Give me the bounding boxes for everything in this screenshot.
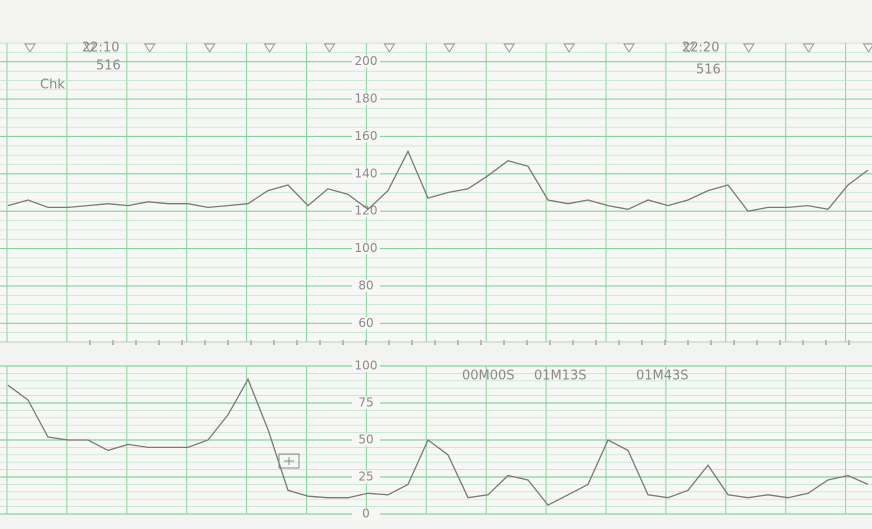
y-tick-label: 180 xyxy=(355,92,378,106)
annotation: 22:20 xyxy=(682,41,719,56)
annotation: 22:10 xyxy=(82,41,119,56)
y-tick-label: 25 xyxy=(358,470,373,484)
y-tick-label: 140 xyxy=(355,166,378,180)
annotation: 516 xyxy=(696,63,721,78)
y-tick-label: 60 xyxy=(358,316,373,330)
annotation: 01M43S xyxy=(636,369,689,384)
annotation: 516 xyxy=(96,59,121,74)
annotation: 01M13S xyxy=(534,369,587,384)
ctg-strip: 60 80 100 120 140 160 180 200 22:10 516 Chk 22:20 51… xyxy=(0,0,872,529)
y-tick-label: 0 xyxy=(362,507,370,521)
y-tick-label: 75 xyxy=(358,396,373,410)
y-tick-label: 50 xyxy=(358,433,373,447)
y-tick-label: 100 xyxy=(355,359,378,373)
annotation: 00M00S xyxy=(462,369,515,384)
y-tick-label: 160 xyxy=(355,129,378,143)
annotation: Chk xyxy=(40,78,65,93)
y-tick-label: 120 xyxy=(355,204,378,218)
y-tick-label: 100 xyxy=(355,241,378,255)
y-tick-label: 80 xyxy=(358,278,373,292)
y-tick-label: 200 xyxy=(355,54,378,68)
